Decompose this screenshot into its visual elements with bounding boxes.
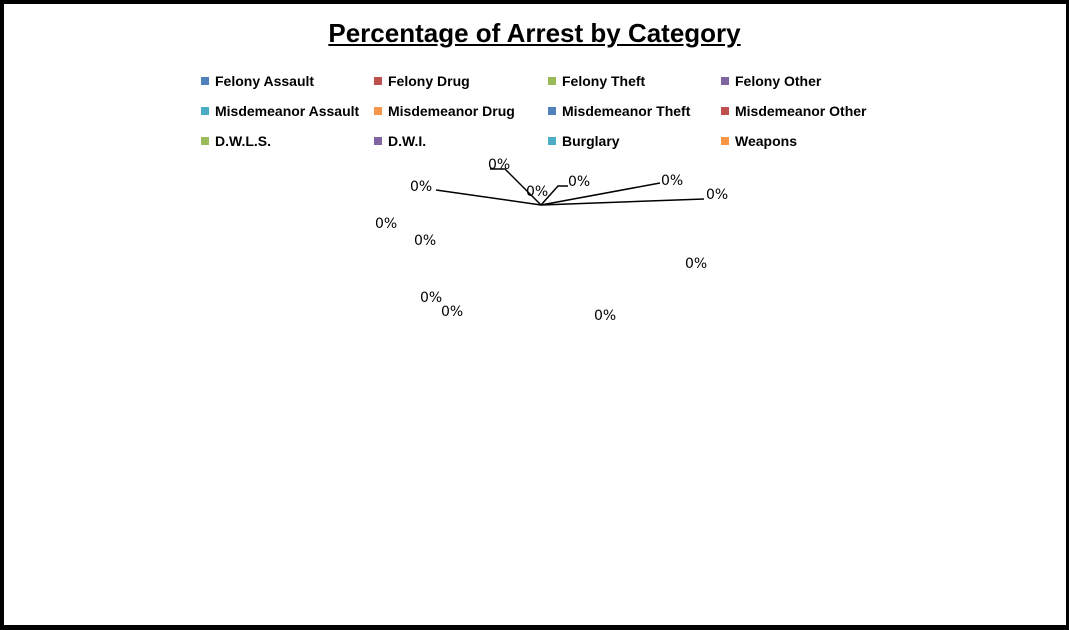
legend-item: Burglary [548,132,620,150]
legend-swatch [374,107,382,115]
legend-swatch [548,77,556,85]
legend-item: Misdemeanor Theft [548,102,690,120]
legend-swatch [548,137,556,145]
legend-item: Felony Drug [374,72,470,90]
data-label: 0% [441,304,463,320]
leader-line [490,168,542,206]
legend-swatch [721,137,729,145]
legend-swatch [721,107,729,115]
data-label: 0% [375,216,397,232]
data-label: 0% [410,179,432,195]
legend-swatch [374,137,382,145]
leader-line [540,182,661,206]
data-label: 0% [568,174,590,190]
legend-label: D.W.L.S. [215,133,271,149]
data-label: 0% [420,290,442,306]
data-label: 0% [488,157,510,173]
legend-label: Misdemeanor Theft [562,103,691,119]
chart-title: Percentage of Arrest by Category [328,18,741,48]
legend-label: Felony Assault [215,73,315,89]
legend-swatch [201,77,209,85]
leader-line [540,185,568,206]
legend-label: Misdemeanor Other [735,103,867,119]
legend-label: Felony Drug [388,73,470,89]
legend-label: Burglary [562,133,620,149]
legend-label: Misdemeanor Drug [388,103,515,119]
data-label: 0% [594,308,616,324]
legend-item: Misdemeanor Assault [201,102,359,120]
data-label: 0% [706,187,728,203]
data-label: 0% [414,233,436,249]
data-label: 0% [526,184,548,200]
legend-item: Weapons [721,132,797,150]
legend-label: Weapons [735,133,797,149]
legend-label: Misdemeanor Assault [215,103,360,119]
legend-item: Felony Assault [201,72,314,90]
legend-swatch [721,77,729,85]
leader-line [435,189,542,206]
legend-item: D.W.L.S. [201,132,271,150]
legend-item: Misdemeanor Other [721,102,866,120]
data-label: 0% [661,173,683,189]
legend-item: Felony Theft [548,72,645,90]
legend-swatch [548,107,556,115]
legend-label: Felony Theft [562,73,646,89]
leader-line [540,198,705,206]
legend-swatch [201,137,209,145]
legend-item: Misdemeanor Drug [374,102,515,120]
legend-item: D.W.I. [374,132,426,150]
legend-label: Felony Other [735,73,822,89]
legend-swatch [374,77,382,85]
legend-swatch [201,107,209,115]
legend-label: D.W.I. [388,133,427,149]
data-label: 0% [685,256,707,272]
legend-item: Felony Other [721,72,821,90]
